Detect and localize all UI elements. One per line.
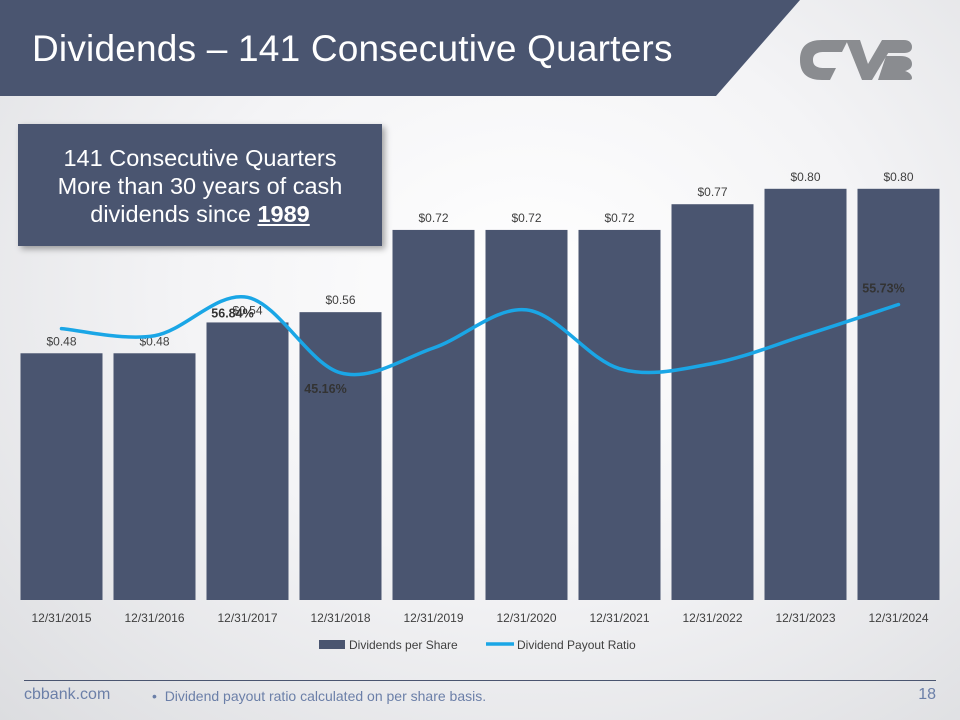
bar-label-3: $0.56 [325,293,355,307]
page-number: 18 [918,686,936,703]
x-tick-3: 12/31/2018 [310,611,370,625]
bar-label-7: $0.77 [697,185,727,199]
callout-line-1: 141 Consecutive Quarters [63,145,337,171]
bar-7 [671,204,754,600]
x-tick-9: 12/31/2024 [868,611,928,625]
ratio-label-2: 56.84% [211,306,253,320]
callout-box: 141 Consecutive Quarters More than 30 ye… [18,124,382,246]
dividends-chart: $0.4812/31/2015$0.4812/31/2016$0.5412/31… [20,170,940,652]
legend-swatch-dividends [319,640,345,649]
bar-0 [20,353,103,600]
x-tick-0: 12/31/2015 [31,611,91,625]
footer-note-text: Dividend payout ratio calculated on per … [164,688,487,704]
bar-9 [857,188,940,601]
bar-8 [764,188,847,601]
x-tick-8: 12/31/2023 [775,611,835,625]
x-tick-5: 12/31/2020 [496,611,556,625]
bar-1 [113,353,196,600]
bar-4 [392,229,475,601]
bar-label-2: $0.54 [232,303,262,317]
payout-ratio-line [59,294,901,377]
bar-label-4: $0.72 [418,211,448,225]
bar-5 [485,229,568,601]
title-banner [0,0,800,96]
ratio-label-9: 55.73% [862,282,904,296]
x-tick-4: 12/31/2019 [403,611,463,625]
callout-line-3: dividends since 1989 [18,200,382,228]
ratio-label-3: 45.16% [304,382,346,396]
legend-label-ratio: Dividend Payout Ratio [517,638,636,652]
x-tick-7: 12/31/2022 [682,611,742,625]
footer-note: • Dividend payout ratio calculated on pe… [152,688,486,704]
legend-label-dividends: Dividends per Share [349,638,458,652]
bar-label-8: $0.80 [790,170,820,184]
bar-2 [206,322,289,600]
bar-6 [578,229,661,601]
footer-website: cbbank.com [24,686,111,703]
bar-label-6: $0.72 [604,211,634,225]
x-tick-1: 12/31/2016 [124,611,184,625]
footer-bullet: • [152,688,157,704]
cvb-logo [800,40,912,80]
bar-label-9: $0.80 [883,170,913,184]
callout-line-3-prefix: dividends since [90,201,258,227]
callout-line-2: More than 30 years of cash [57,173,343,199]
bar-label-5: $0.72 [511,211,541,225]
bar-3 [299,312,382,600]
callout-year: 1989 [257,201,310,227]
footer-divider [24,680,936,681]
x-tick-6: 12/31/2021 [589,611,649,625]
page-title: Dividends – 141 Consecutive Quarters [32,28,673,69]
bar-label-0: $0.48 [46,334,76,348]
x-tick-2: 12/31/2017 [217,611,277,625]
